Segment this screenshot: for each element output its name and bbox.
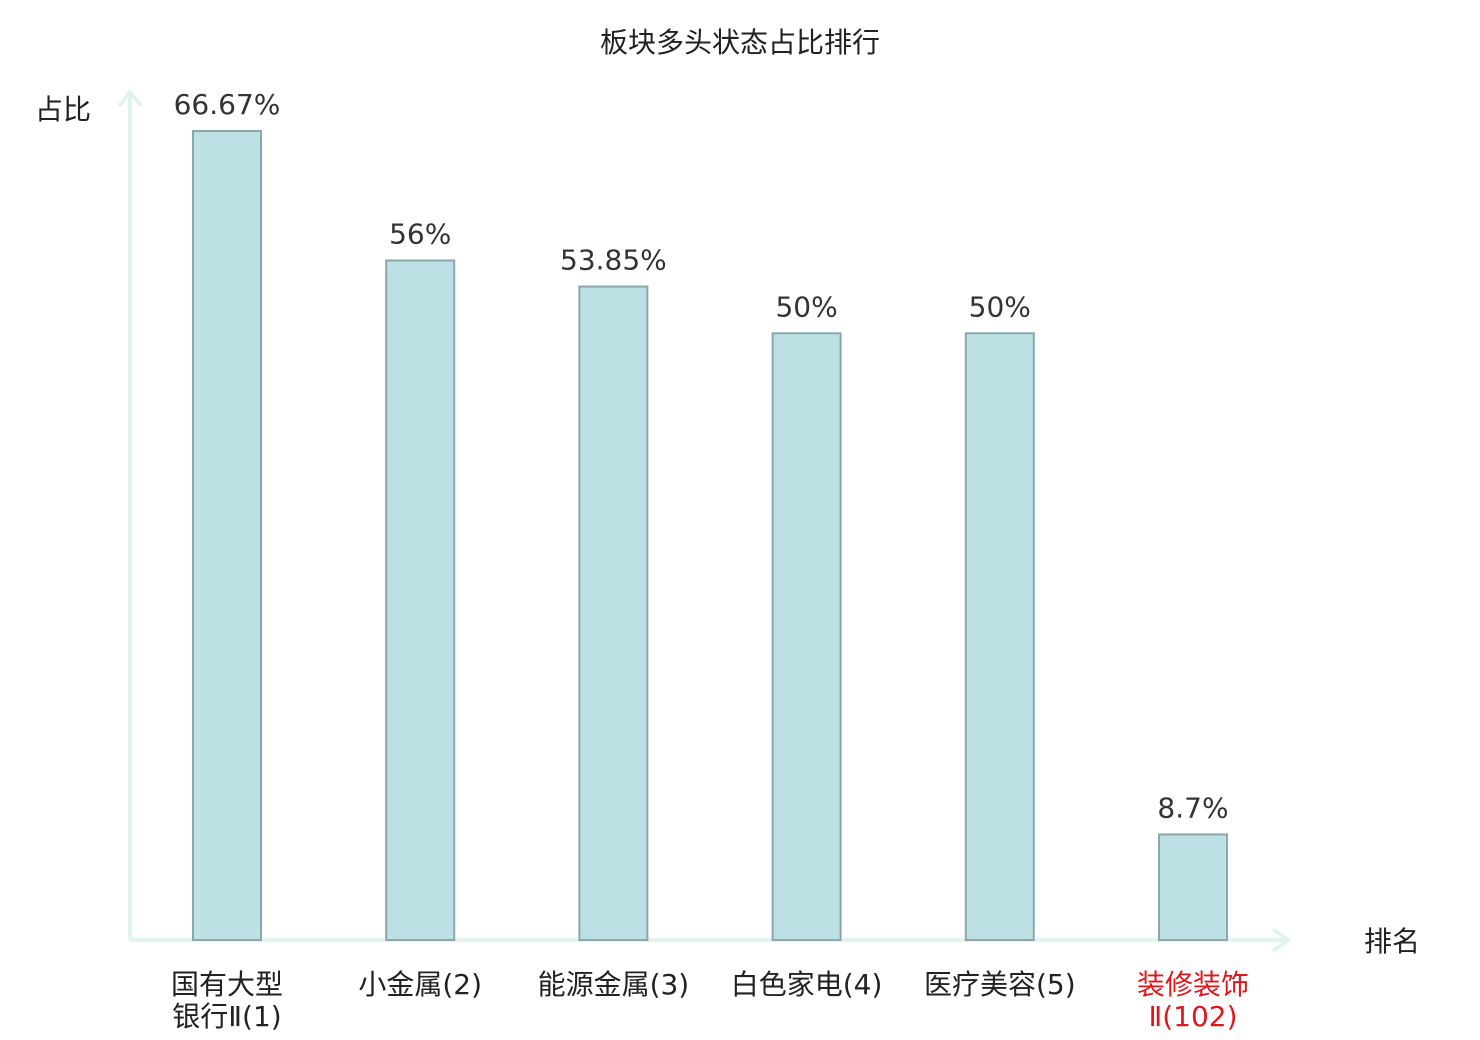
x-tick-label: 银行Ⅱ(1) [172,1000,281,1033]
chart-title: 板块多头状态占比排行 [600,26,880,59]
bar-value-label: 56% [389,217,451,250]
x-tick-label: 白色家电(4) [731,968,883,1001]
x-tick-label: 装修装饰 [1137,968,1249,1001]
bar [964,332,1035,941]
bar-value-label: 66.67% [174,88,281,121]
bar-value-label: 50% [969,290,1031,323]
bar [578,285,649,941]
value-labels: 66.67% 56% 53.85% 50% 50% 8.7% [174,88,1229,824]
x-axis [130,927,1292,953]
bar [192,130,262,941]
bar [385,259,456,941]
x-axis-label: 排名 [1364,925,1420,958]
x-tick-label: 医疗美容(5) [924,968,1076,1001]
bar-value-label: 53.85% [560,244,667,277]
bar [771,332,842,941]
bar-value-label: 8.7% [1157,791,1228,824]
x-tick-label: 能源金属(3) [538,968,690,1001]
y-axis [117,88,143,940]
x-tick-label: Ⅱ(102) [1148,1000,1237,1033]
x-tick-label: 国有大型 [171,968,283,1001]
x-axis-arrow [1271,927,1292,953]
x-tick-label: 小金属(2) [358,968,482,1001]
y-axis-arrow [117,88,143,108]
bar [1158,833,1228,942]
bar-value-label: 50% [775,290,837,323]
y-axis-label: 占比 [35,93,91,126]
bars [192,130,1228,942]
